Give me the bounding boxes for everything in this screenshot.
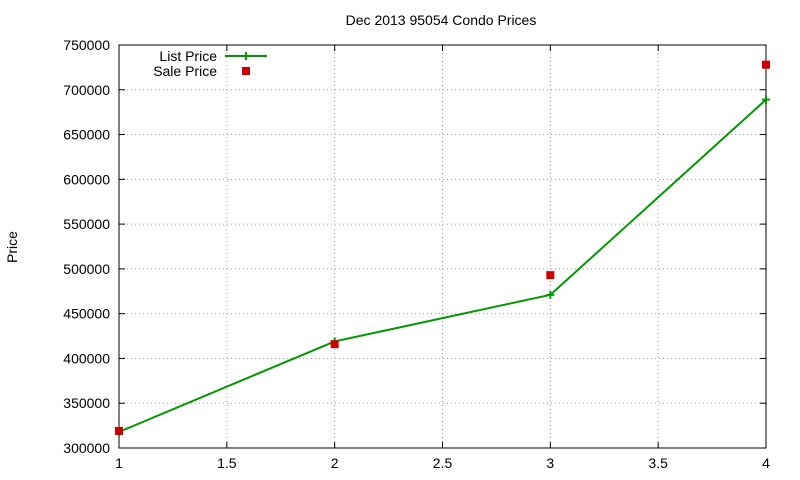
y-tick-label: 550000	[63, 216, 110, 232]
sale-price-point	[330, 340, 339, 349]
x-tick-label: 2	[331, 455, 339, 471]
sale-price-point	[546, 271, 555, 280]
legend-marker-list-price	[242, 52, 250, 60]
x-tick-label: 2.5	[433, 455, 453, 471]
y-tick-label: 650000	[63, 127, 110, 143]
list-price-line	[118, 98, 767, 433]
x-tick-label: 3.5	[648, 455, 668, 471]
y-tick-label: 750000	[63, 37, 110, 53]
y-tick-label: 500000	[63, 261, 110, 277]
legend-label-sale-price: Sale Price	[153, 63, 217, 79]
y-tick-label: 600000	[63, 171, 110, 187]
axes: 1 1.5 2 2.5 3 3.5 4 300000 350000 400000 450000 500…	[63, 37, 770, 471]
sale-price-point	[115, 426, 123, 435]
grid	[119, 45, 766, 448]
list-price-point	[762, 95, 770, 104]
y-axis-label: Price	[4, 231, 20, 263]
y-tick-label: 300000	[63, 440, 110, 456]
legend-marker-sale-price	[242, 67, 250, 75]
x-tick-label: 1.5	[217, 455, 237, 471]
list-price-point	[546, 290, 555, 299]
x-tick-label: 4	[762, 455, 770, 471]
y-tick-label: 400000	[63, 350, 110, 366]
sale-price-point	[762, 60, 770, 69]
chart-title: Dec 2013 95054 Condo Prices	[346, 12, 537, 28]
y-tick-label: 700000	[63, 82, 110, 98]
x-tick-label: 3	[546, 455, 554, 471]
plot-area	[115, 60, 770, 436]
y-tick-label: 350000	[63, 395, 110, 411]
y-tick-label: 450000	[63, 306, 110, 322]
legend-label-list-price: List Price	[159, 48, 217, 64]
x-tick-label: 1	[115, 455, 123, 471]
